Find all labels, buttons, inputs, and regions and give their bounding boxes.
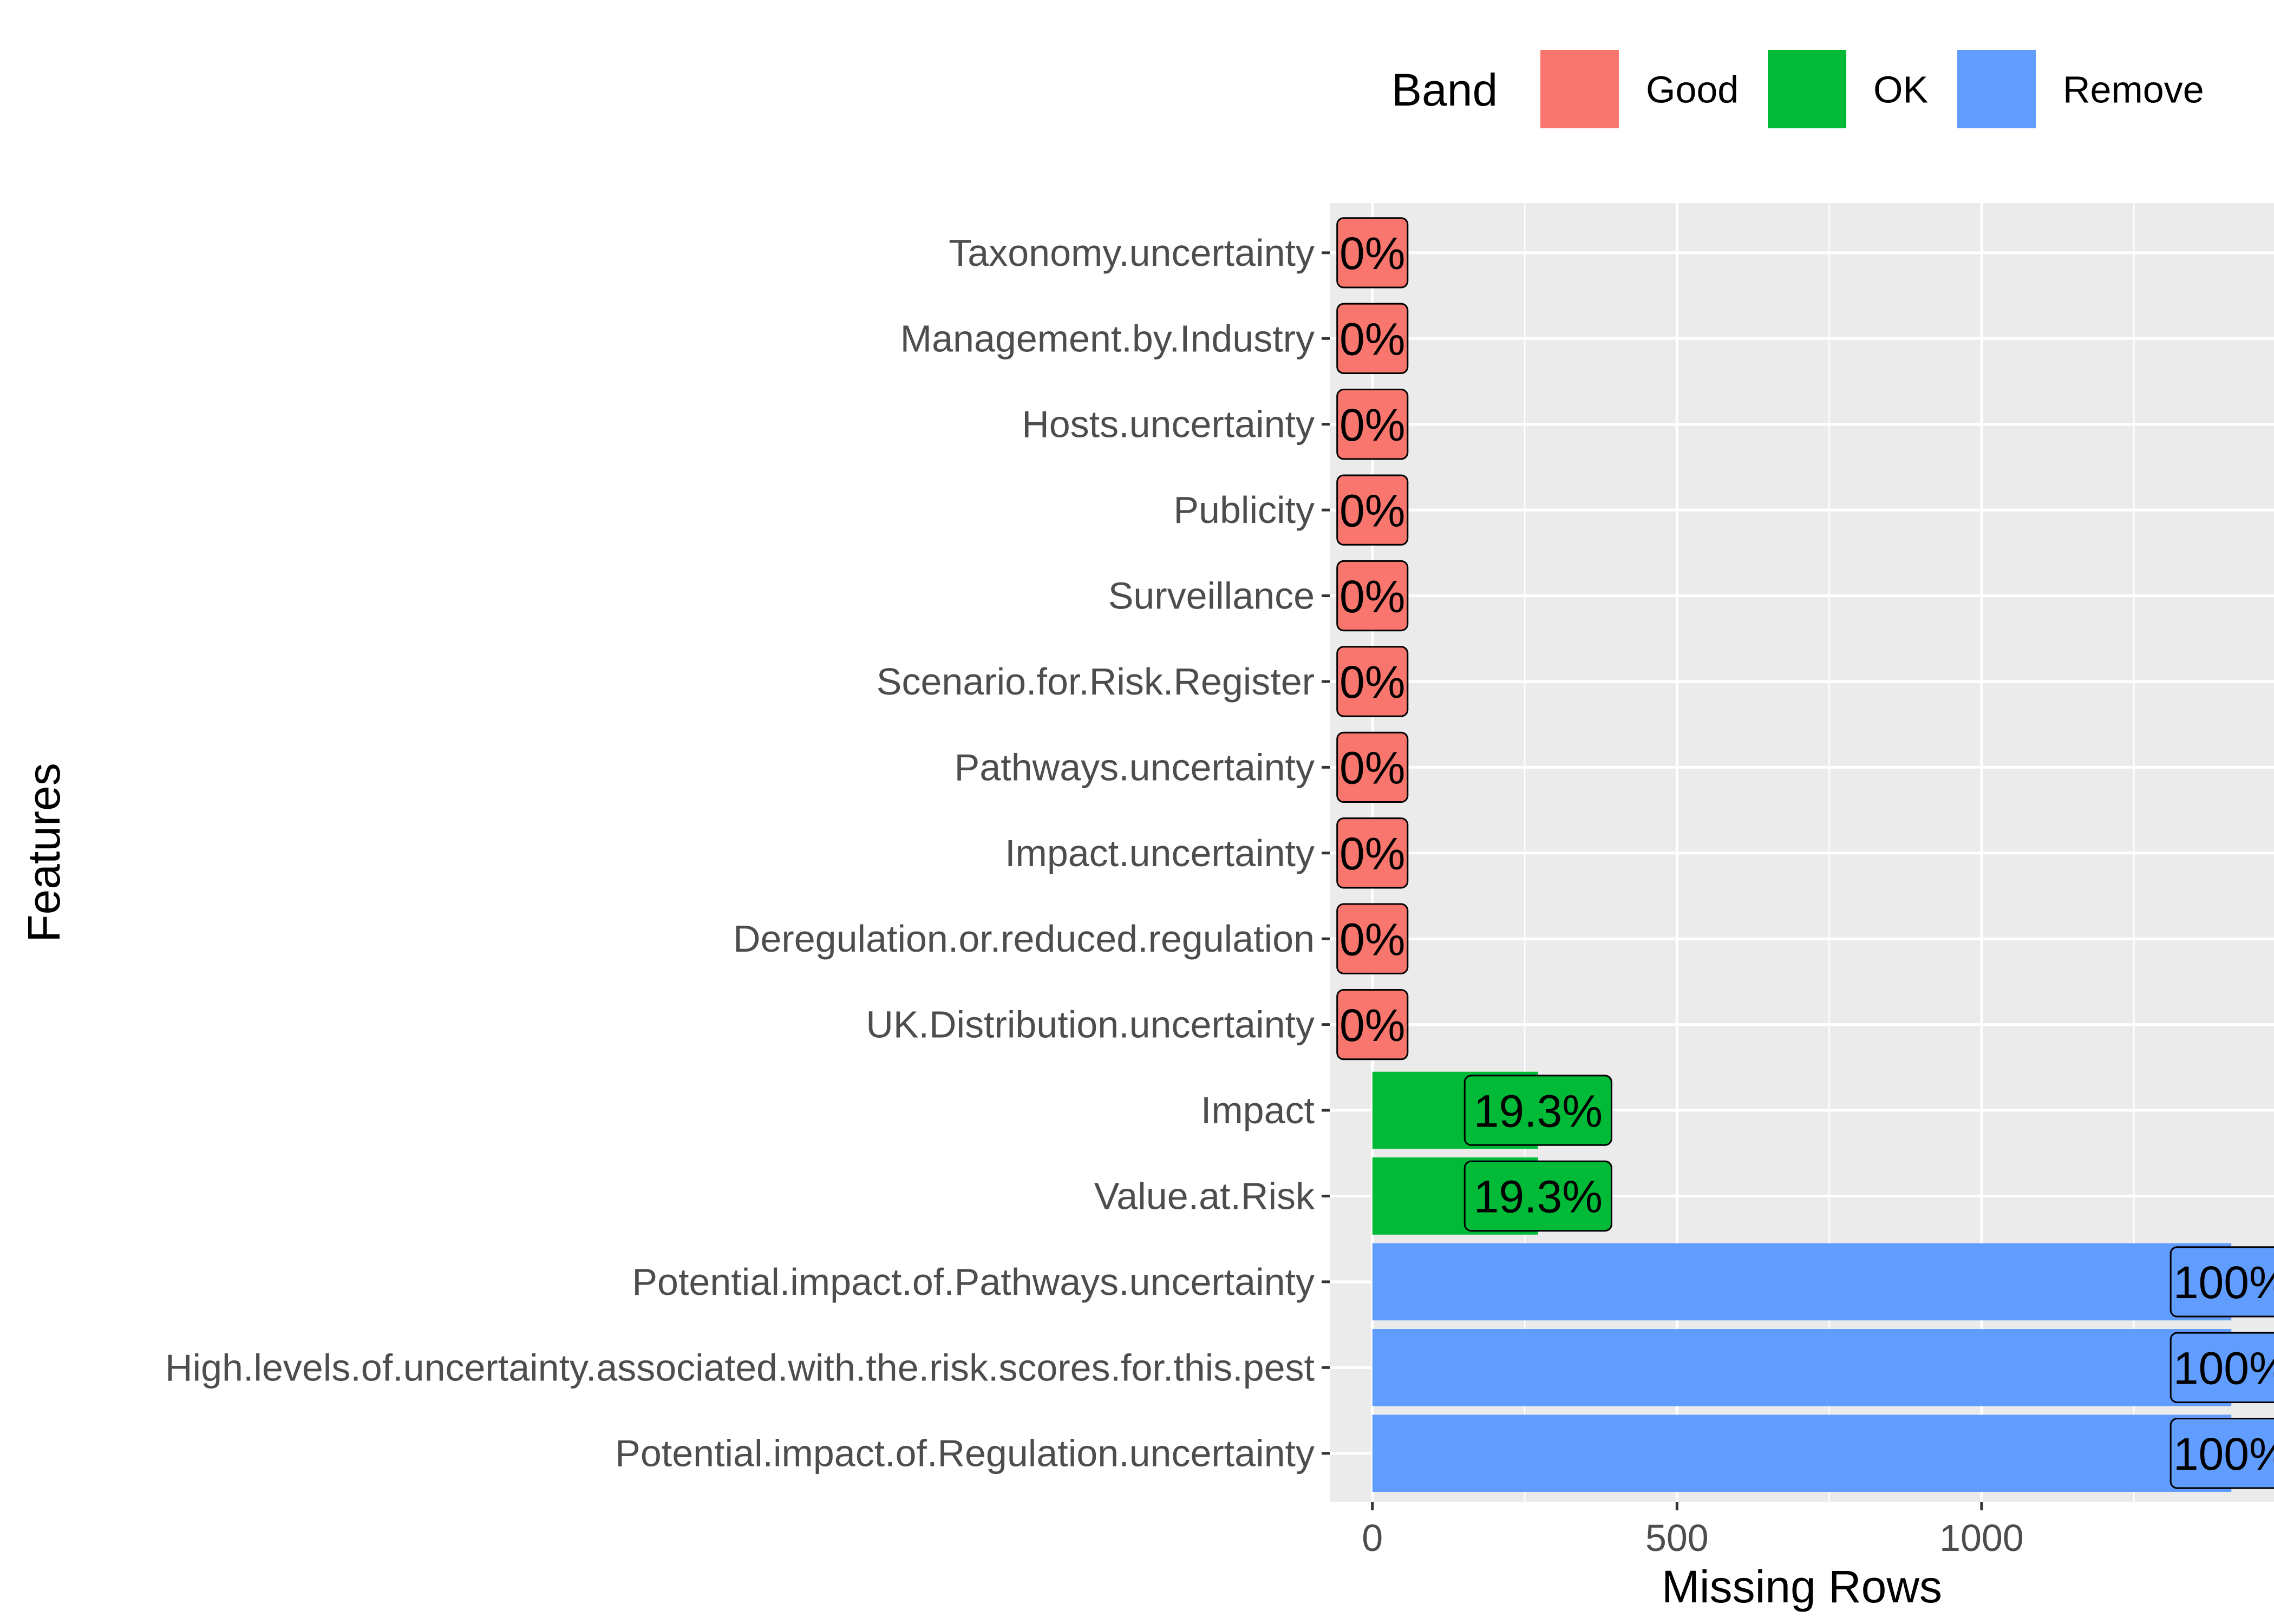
x-tick-label: 0: [1362, 1517, 1383, 1559]
legend-title: Band: [1391, 64, 1498, 115]
y-tick-label: UK.Distribution.uncertainty: [866, 1004, 1315, 1046]
x-tick-label: 1000: [1939, 1517, 2024, 1559]
legend-key-good: [1540, 50, 1619, 128]
y-tick-label: Scenario.for.Risk.Register: [877, 660, 1315, 703]
bar-label-box: [1336, 646, 1409, 717]
y-tick-label: Publicity: [1173, 489, 1315, 531]
legend-label: Remove: [2063, 69, 2204, 111]
y-tick-label: Impact.uncertainty: [1005, 832, 1315, 874]
bar-label-box: [1336, 389, 1409, 460]
bar-label-box: [1336, 474, 1409, 546]
bar-High.levels.of.uncertainty.associated.with.the.risk.scores.for.this.pest: [1372, 1329, 2232, 1406]
y-axis-title: Features: [18, 763, 69, 942]
bar-label: 0%: [1339, 914, 1405, 965]
bar-label: 0%: [1339, 571, 1405, 622]
bar-label-box: [1463, 1160, 1612, 1232]
bar-label: 0%: [1339, 228, 1405, 279]
bar-label-box: [1463, 1075, 1612, 1146]
bar-Potential.impact.of.Pathways.uncertainty: [1372, 1243, 2232, 1321]
y-tick-label: Potential.impact.of.Pathways.uncertainty: [632, 1261, 1315, 1303]
bar-label-box: [1336, 903, 1409, 974]
bar-label: 100%: [2173, 1343, 2274, 1394]
y-tick-label: Value.at.Risk: [1094, 1175, 1315, 1217]
bar-label-box: [1336, 303, 1409, 374]
bar-label: 100%: [2173, 1429, 2274, 1479]
legend-label: Good: [1646, 69, 1739, 111]
x-axis: 0 500 1000: [1362, 1502, 2024, 1559]
bar-label-box: [2170, 1418, 2274, 1489]
y-tick-label: Potential.impact.of.Regulation.uncertain…: [615, 1432, 1315, 1475]
bar-label: 0%: [1339, 828, 1405, 879]
bar-label-box: [1336, 731, 1409, 803]
legend-key-ok: [1768, 50, 1846, 128]
legend-label: OK: [1873, 69, 1928, 111]
bar-label-box: [1336, 817, 1409, 889]
y-tick-label: Impact: [1201, 1089, 1315, 1131]
y-tick-label: Taxonomy.uncertainty: [949, 232, 1315, 274]
bar-label-box: [2170, 1332, 2274, 1403]
bar-label-box: [1336, 217, 1409, 289]
y-axis: Taxonomy.uncertainty Management.by.Indust…: [165, 232, 1330, 1475]
legend-key-remove: [1957, 50, 2036, 128]
bar-label-box: [1336, 988, 1409, 1060]
bar-label: 19.3%: [1474, 1171, 1603, 1222]
bars: [1372, 1071, 2232, 1492]
bar-label: 0%: [1339, 657, 1405, 708]
bar-labels: 0% 0% 0% 0% 0% 0% 0% 0% 0% 0% 19.3% 19.3% 100% 100% 10…: [1336, 217, 2274, 1489]
y-tick-label: Surveillance: [1108, 575, 1315, 617]
bar-label: 0%: [1339, 485, 1405, 536]
bar-label: 100%: [2173, 1257, 2274, 1308]
legend: Band Good OK Remove: [1391, 50, 2204, 128]
y-tick-label: Hosts.uncertainty: [1022, 403, 1315, 446]
bar-label: 19.3%: [1474, 1085, 1603, 1136]
x-axis-title: Missing Rows: [1662, 1561, 1942, 1612]
bar-label-box: [2170, 1246, 2274, 1318]
y-tick-label: Management.by.Industry: [900, 317, 1315, 359]
bar-label: 0%: [1339, 1000, 1405, 1051]
y-tick-label: Pathways.uncertainty: [955, 746, 1315, 788]
bar-label: 0%: [1339, 314, 1405, 365]
y-tick-label: High.levels.of.uncertainty.associated.wi…: [165, 1346, 1315, 1389]
bar-label: 0%: [1339, 400, 1405, 450]
bar-Potential.impact.of.Regulation.uncertainty: [1372, 1415, 2232, 1492]
y-tick-label: Deregulation.or.reduced.regulation: [733, 918, 1315, 960]
x-tick-label: 500: [1645, 1517, 1709, 1559]
bar-label: 0%: [1339, 743, 1405, 794]
bar-label-box: [1336, 560, 1409, 632]
